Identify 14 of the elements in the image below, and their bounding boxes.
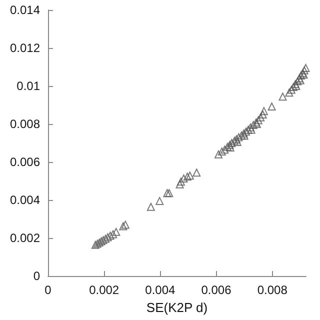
x-tick-label: 0.006 (201, 283, 232, 297)
x-tick-label: 0 (44, 283, 52, 297)
y-tick-label: 0.01 (16, 79, 40, 93)
x-tick-label: 0.008 (257, 283, 288, 297)
x-tick-label: 0.004 (145, 283, 176, 297)
y-tick-label: 0.014 (10, 3, 40, 17)
x-axis-title: SE(K2P d) (146, 300, 208, 315)
y-tick-label: 0.002 (10, 231, 40, 245)
y-tick-label: 0.008 (10, 117, 40, 131)
y-tick-label: 0.006 (10, 155, 40, 169)
y-tick-label: 0 (33, 269, 40, 283)
y-tick-label: 0.012 (10, 41, 40, 55)
y-tick-label: 0.004 (10, 193, 40, 207)
x-tick-label: 0.002 (89, 283, 120, 297)
